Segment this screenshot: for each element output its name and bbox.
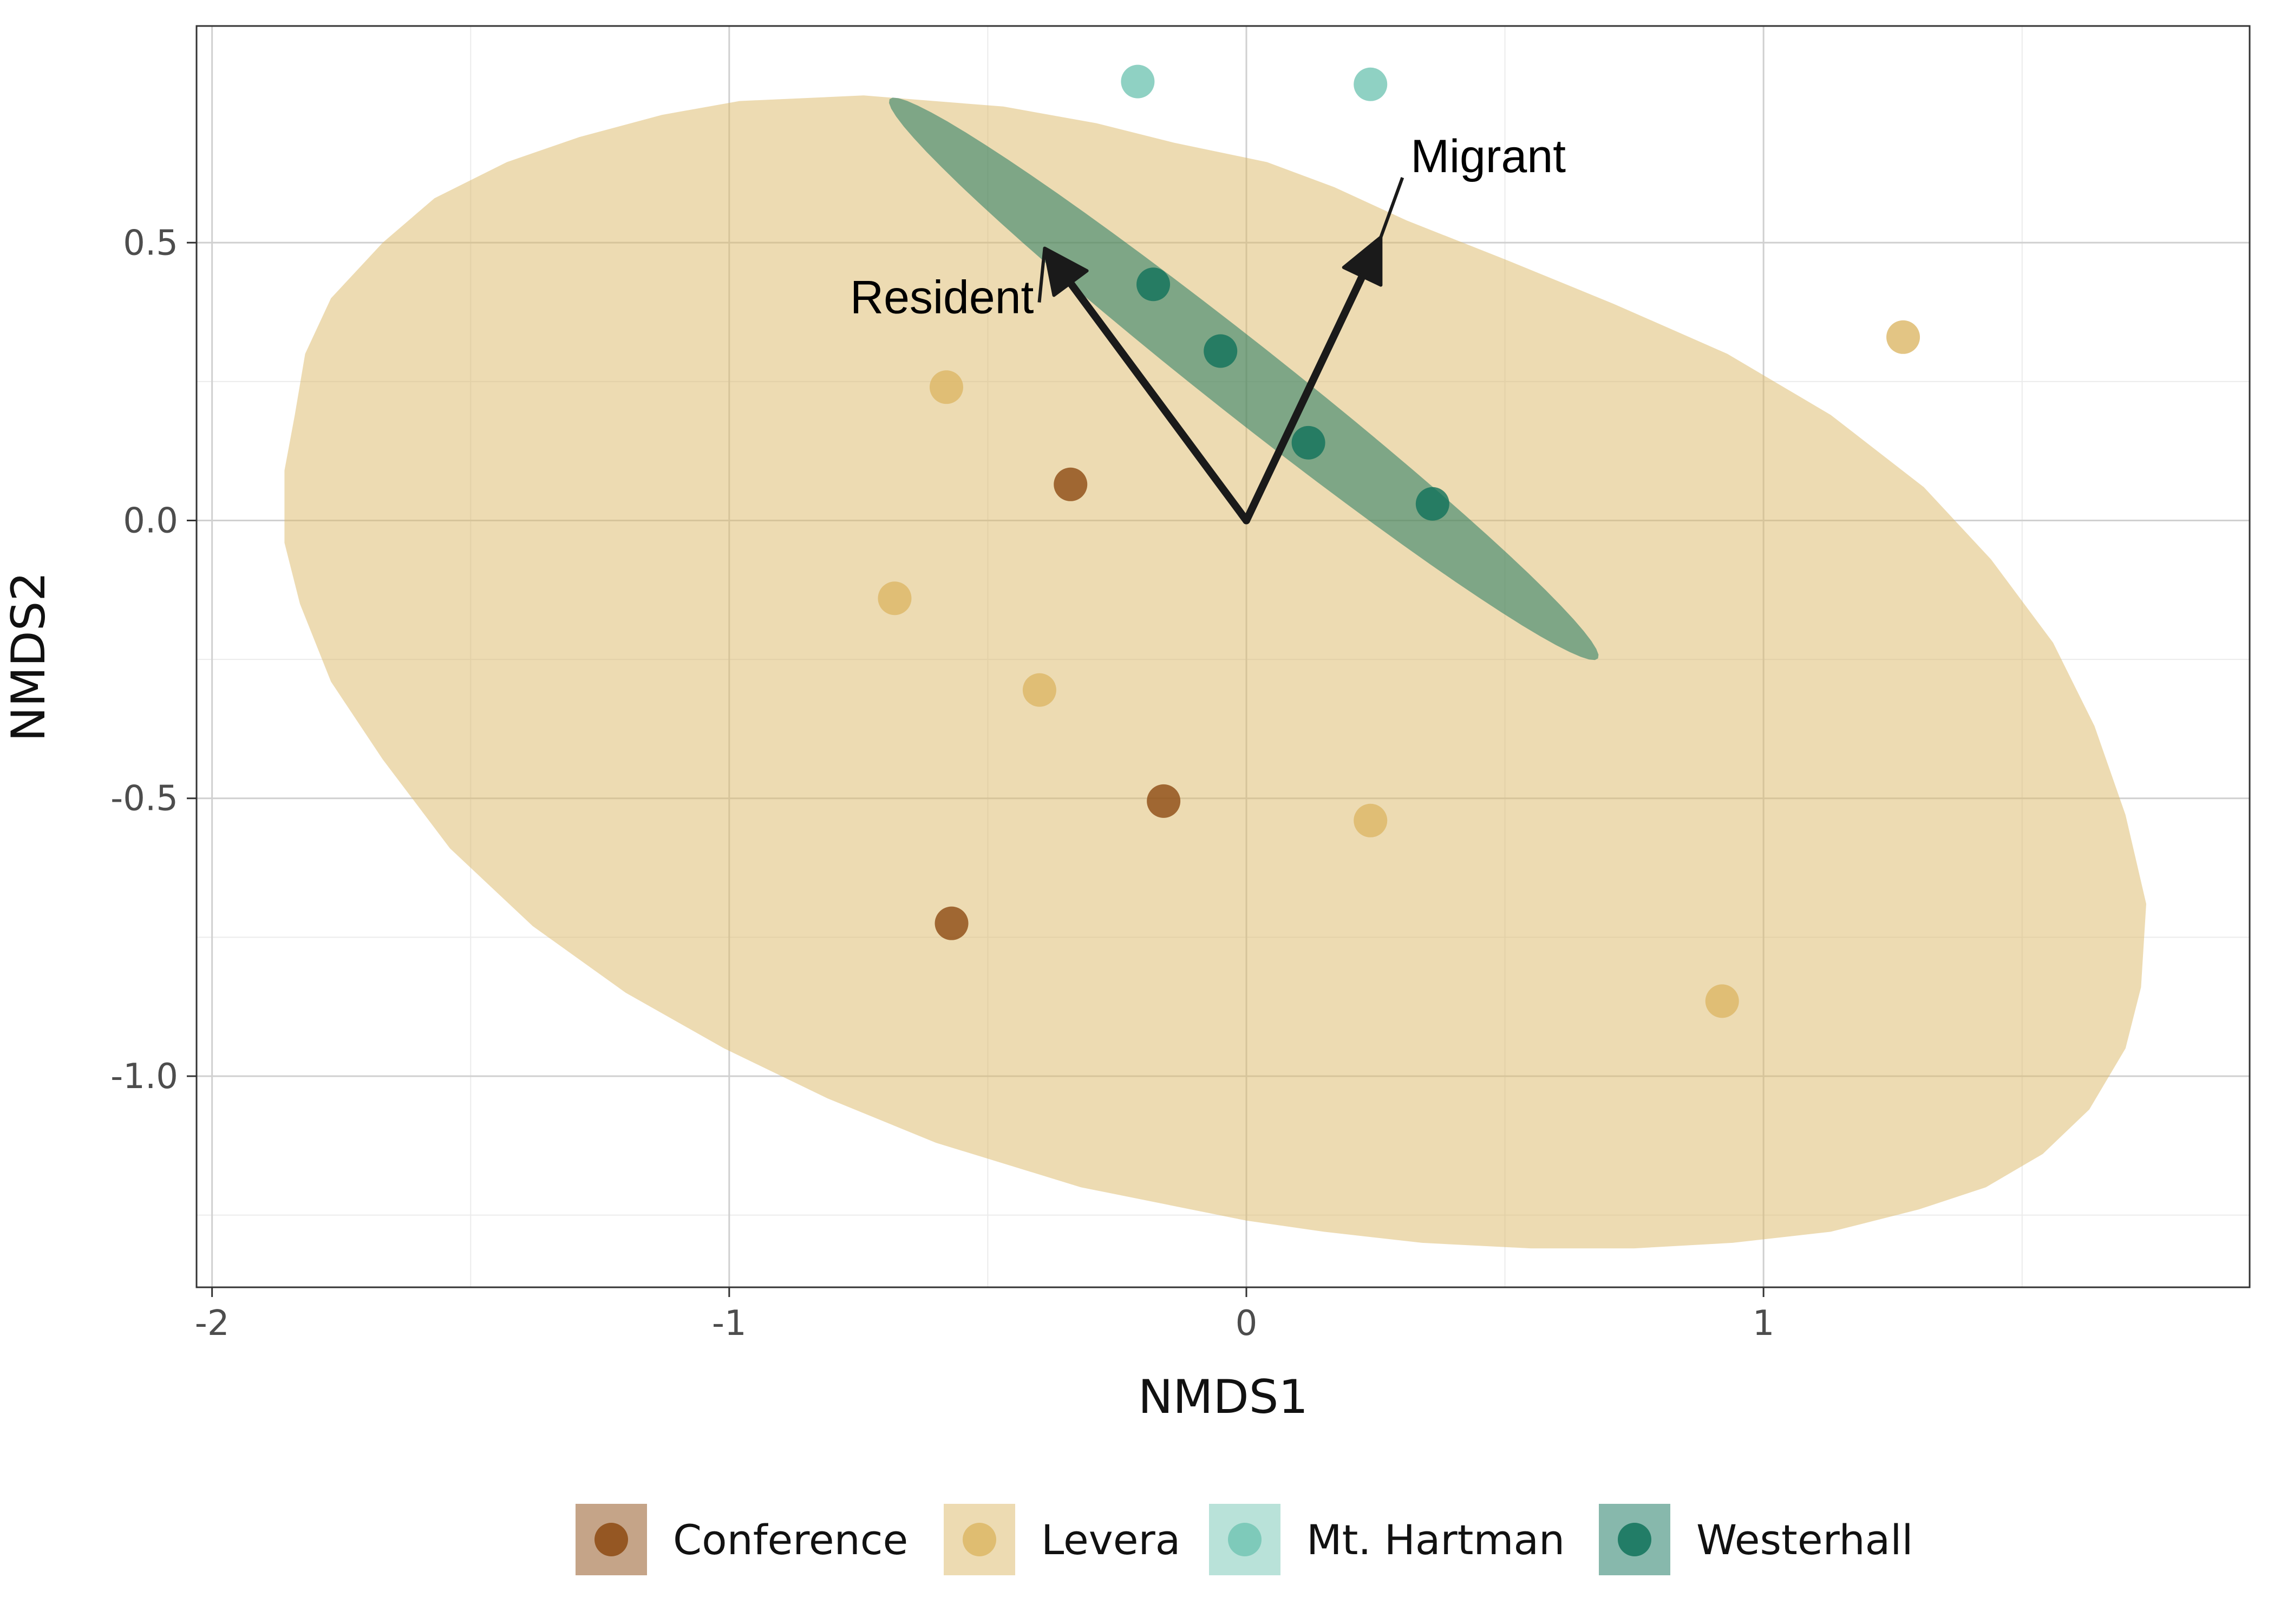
confidence-ellipses	[284, 95, 2147, 1249]
legend: Conference Levera Mt. Hartman Westerhall	[576, 1504, 1913, 1575]
vector-label-resident: Resident	[850, 272, 1034, 324]
vector-arrowhead-migrant	[1342, 235, 1383, 287]
point-westerhall	[1204, 334, 1238, 368]
legend-label: Westerhall	[1696, 1516, 1913, 1564]
point-conference	[1054, 467, 1088, 501]
point-westerhall	[1291, 425, 1325, 460]
panel-border	[195, 25, 2251, 1288]
legend-item-conference: Conference	[576, 1504, 908, 1575]
legend-item-westerhall: Westerhall	[1599, 1504, 1913, 1575]
point-conference	[935, 906, 969, 940]
legend-marker-mt-hartman	[1228, 1523, 1262, 1556]
legend-label: Conference	[673, 1516, 908, 1564]
point-levera	[1354, 803, 1388, 837]
y-axis-title: NMDS2	[2, 572, 56, 742]
vector-label-leader	[1379, 177, 1404, 238]
legend-marker-conference	[594, 1523, 628, 1556]
legend-item-levera: Levera	[944, 1504, 1180, 1575]
y-tick-label: -0.5	[110, 779, 178, 819]
legend-marker-levera	[963, 1523, 996, 1556]
point-levera	[1705, 984, 1739, 1018]
legend-label: Mt. Hartman	[1306, 1516, 1565, 1564]
ellipse-westerhall	[889, 97, 1599, 660]
envfit-vectors: Resident Migrant	[850, 130, 1566, 525]
x-axis-ticks: -2 -1 0 1	[195, 1287, 1775, 1344]
point-levera	[878, 581, 912, 615]
point-levera	[1022, 673, 1056, 707]
y-tick-label: 0.0	[123, 501, 178, 541]
point-levera	[1886, 320, 1920, 354]
y-tick-label: -1.0	[110, 1057, 178, 1097]
y-tick-label: 0.5	[123, 223, 178, 263]
legend-item-mt-hartman: Mt. Hartman	[1209, 1504, 1565, 1575]
vector-label-leader	[1037, 248, 1047, 303]
vector-migrant	[1242, 272, 1367, 525]
x-tick-label: 0	[1236, 1304, 1258, 1344]
x-tick-label: -2	[195, 1304, 230, 1344]
x-tick-label: -1	[712, 1304, 747, 1344]
vector-arrowhead-resident	[1043, 246, 1089, 297]
data-points	[878, 64, 1920, 1018]
vector-resident	[1067, 279, 1250, 525]
point-mt-hartman	[1354, 67, 1388, 101]
point-conference	[1147, 784, 1181, 818]
point-westerhall	[1136, 267, 1171, 302]
x-axis-title: NMDS1	[1138, 1370, 1308, 1424]
vector-label-migrant: Migrant	[1410, 130, 1566, 182]
point-westerhall	[1415, 487, 1449, 521]
ellipse-levera	[284, 95, 2147, 1249]
point-mt-hartman	[1121, 64, 1155, 99]
legend-label: Levera	[1041, 1516, 1180, 1564]
y-axis-ticks: -1.0 -0.5 0.0 0.5	[110, 223, 197, 1097]
x-tick-label: 1	[1753, 1304, 1775, 1344]
point-levera	[929, 370, 963, 404]
legend-marker-westerhall	[1618, 1523, 1651, 1556]
